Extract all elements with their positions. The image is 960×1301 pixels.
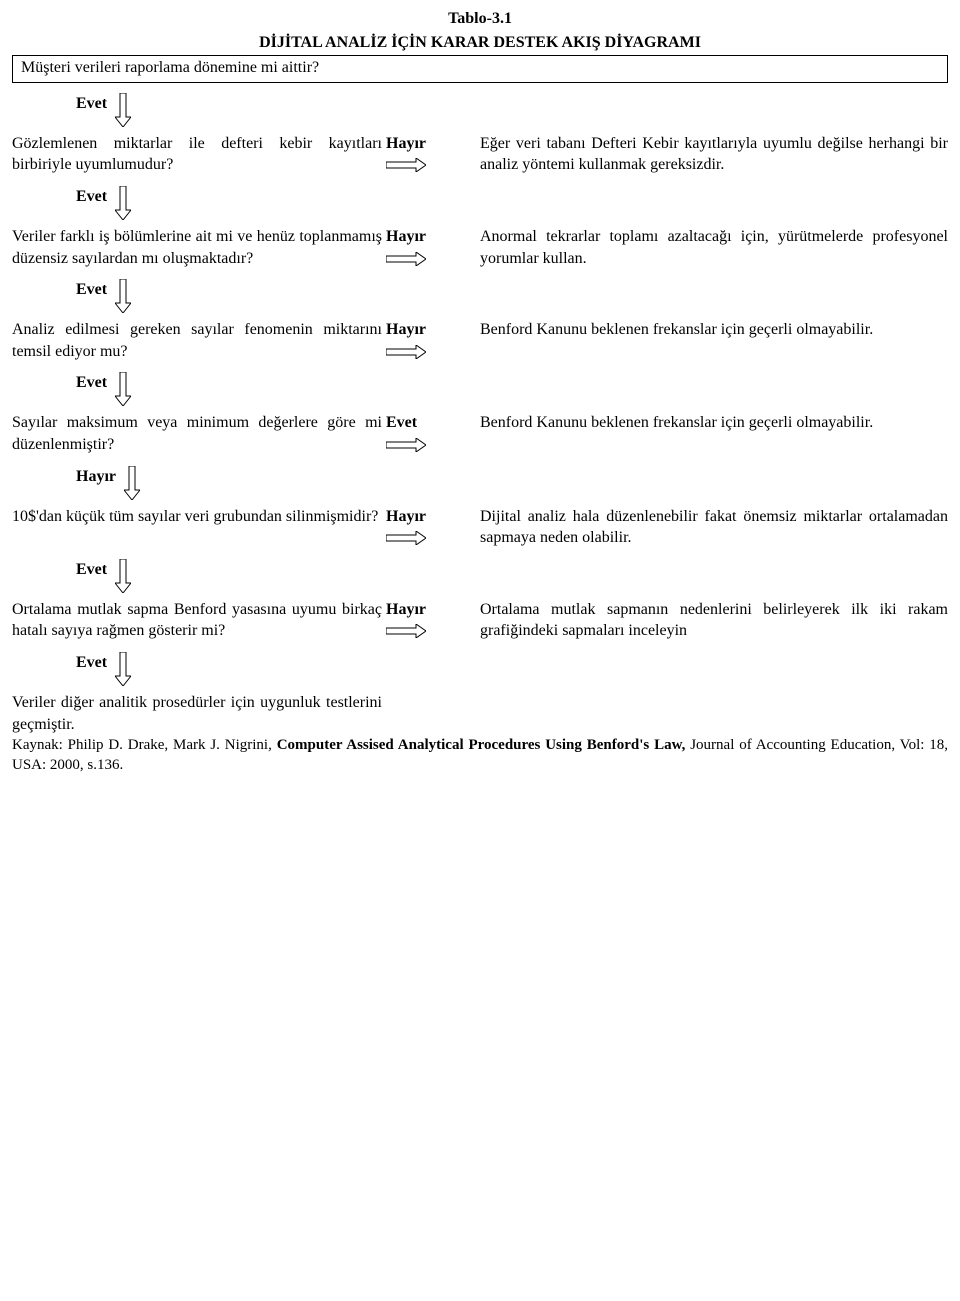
- decision-question: Ortalama mutlak sapma Benford yasasına u…: [12, 599, 382, 642]
- decision-row: Veriler farklı iş bölümlerine ait mi ve …: [12, 226, 948, 269]
- decision-question: Analiz edilmesi gereken sayılar fenomeni…: [12, 319, 382, 362]
- source-prefix: Kaynak: Philip D. Drake, Mark J. Nigrini…: [12, 737, 277, 753]
- down-branch-label: Evet: [76, 93, 107, 115]
- right-arrow-icon: [386, 158, 426, 172]
- side-branch-label: Evet: [386, 414, 417, 431]
- down-arrow-icon: [115, 186, 131, 220]
- down-branch-label: Evet: [76, 186, 107, 208]
- side-branch-outcome: Dijital analiz hala düzenlenebilir fakat…: [480, 506, 948, 549]
- decision-row: Gözlemlenen miktarlar ile defteri kebir …: [12, 133, 948, 176]
- decision-row: Analiz edilmesi gereken sayılar fenomeni…: [12, 319, 948, 362]
- decision-row: Sayılar maksimum veya minimum değerlere …: [12, 412, 948, 455]
- decision-question: Sayılar maksimum veya minimum değerlere …: [12, 412, 382, 455]
- down-branch-label: Evet: [76, 279, 107, 301]
- side-branch-outcome: Eğer veri tabanı Defteri Kebir kayıtları…: [480, 133, 948, 176]
- down-arrow-icon: [115, 93, 131, 127]
- decision-row: 10$'dan küçük tüm sayılar veri grubundan…: [12, 506, 948, 549]
- decision-row: Ortalama mutlak sapma Benford yasasına u…: [12, 599, 948, 642]
- down-arrow-icon: [115, 372, 131, 406]
- final-outcome: Veriler diğer analitik prosedürler için …: [12, 692, 382, 735]
- side-branch-label: Hayır: [386, 135, 426, 152]
- start-question-text: Müşteri verileri raporlama dönemine mi a…: [21, 59, 319, 76]
- side-branch-outcome: Ortalama mutlak sapmanın nedenlerini bel…: [480, 599, 948, 642]
- side-branch-label: Hayır: [386, 601, 426, 618]
- decision-question: Veriler farklı iş bölümlerine ait mi ve …: [12, 226, 382, 269]
- side-branch-outcome: Anormal tekrarlar toplamı azaltacağı içi…: [480, 226, 948, 269]
- right-arrow-icon: [386, 531, 426, 545]
- down-arrow-icon: [124, 466, 140, 500]
- right-arrow-icon: [386, 438, 426, 452]
- decision-question: 10$'dan küçük tüm sayılar veri grubundan…: [12, 506, 382, 528]
- down-arrow-icon: [115, 559, 131, 593]
- down-branch-label: Evet: [76, 559, 107, 581]
- decision-question: Gözlemlenen miktarlar ile defteri kebir …: [12, 133, 382, 176]
- side-branch-label: Hayır: [386, 228, 426, 245]
- side-branch-label: Hayır: [386, 508, 426, 525]
- right-arrow-icon: [386, 252, 426, 266]
- down-branch-label: Evet: [76, 652, 107, 674]
- source-citation: Kaynak: Philip D. Drake, Mark J. Nigrini…: [12, 735, 948, 776]
- diagram-title: DİJİTAL ANALİZ İÇİN KARAR DESTEK AKIŞ Dİ…: [12, 32, 948, 54]
- down-arrow-icon: [115, 652, 131, 686]
- down-branch-label: Hayır: [76, 466, 116, 488]
- down-branch-label: Evet: [76, 372, 107, 394]
- right-arrow-icon: [386, 624, 426, 638]
- right-arrow-icon: [386, 345, 426, 359]
- down-arrow-icon: [115, 279, 131, 313]
- side-branch-label: Hayır: [386, 321, 426, 338]
- side-branch-outcome: Benford Kanunu beklenen frekanslar için …: [480, 412, 948, 434]
- side-branch-outcome: Benford Kanunu beklenen frekanslar için …: [480, 319, 948, 341]
- start-question-box: Müşteri verileri raporlama dönemine mi a…: [12, 55, 948, 83]
- source-title: Computer Assised Analytical Procedures U…: [277, 737, 686, 753]
- table-number: Tablo-3.1: [12, 8, 948, 30]
